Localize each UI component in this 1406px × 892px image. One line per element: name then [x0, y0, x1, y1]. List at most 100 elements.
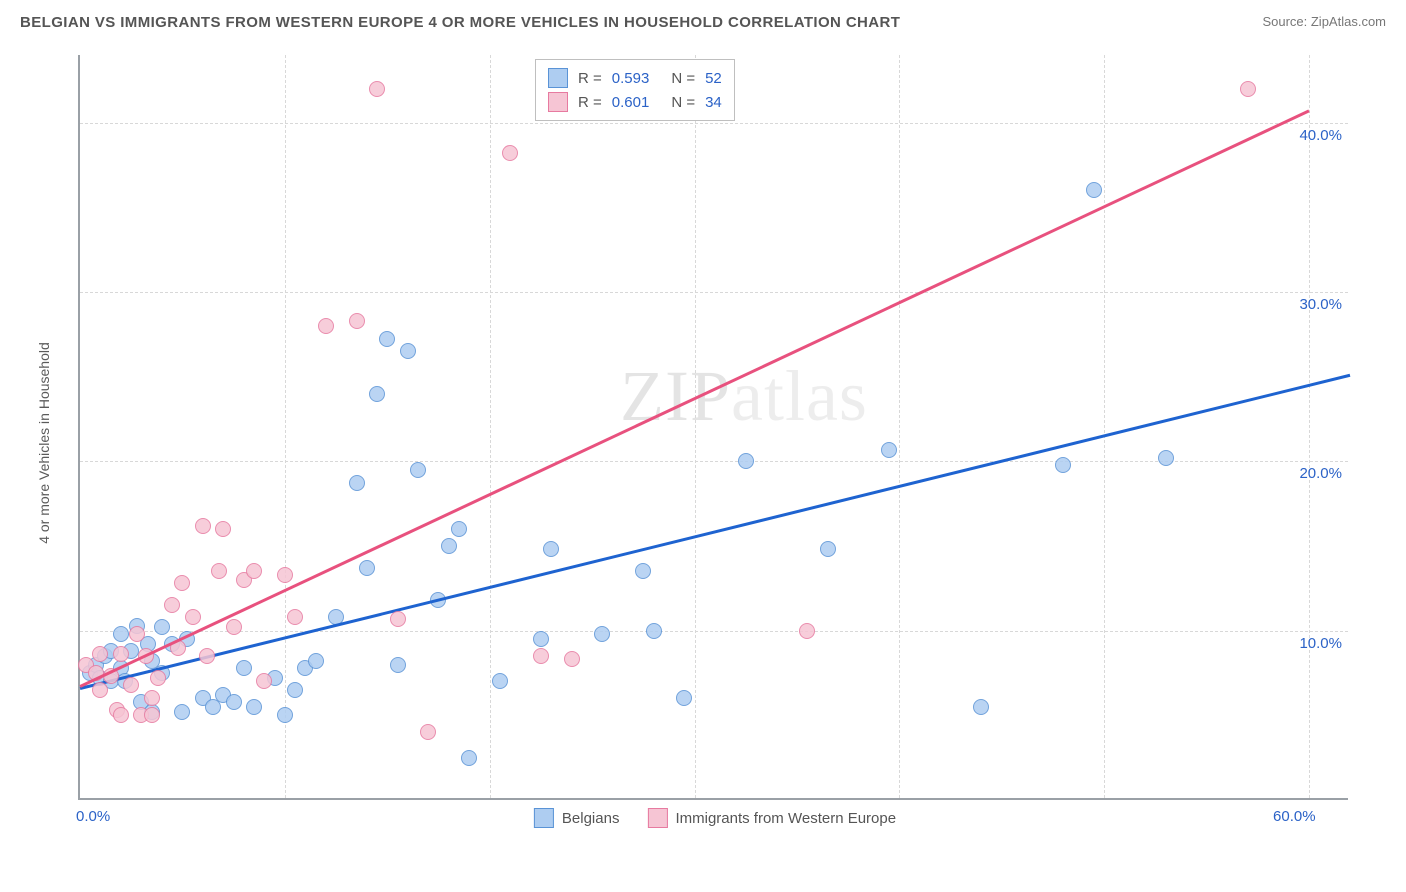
x-tick-label: 0.0% — [76, 808, 110, 825]
data-point — [256, 673, 272, 689]
gridline-vertical — [695, 55, 696, 798]
data-point — [420, 724, 436, 740]
legend: Belgians Immigrants from Western Europe — [534, 808, 896, 828]
data-point — [1158, 450, 1174, 466]
data-point — [349, 475, 365, 491]
y-tick-label: 10.0% — [1299, 635, 1342, 652]
gridline-vertical — [1104, 55, 1105, 798]
data-point — [277, 707, 293, 723]
stat-r-label: R = — [578, 70, 602, 87]
stat-n-label: N = — [671, 94, 695, 111]
data-point — [441, 538, 457, 554]
legend-item-immigrants: Immigrants from Western Europe — [647, 808, 896, 828]
y-tick-label: 40.0% — [1299, 127, 1342, 144]
data-point — [144, 707, 160, 723]
chart-title: BELGIAN VS IMMIGRANTS FROM WESTERN EUROP… — [20, 14, 900, 31]
scatter-plot: ZIPatlas 10.0%20.0%30.0%40.0%0.0%60.0%R … — [78, 55, 1348, 800]
data-point — [349, 313, 365, 329]
data-point — [1055, 457, 1071, 473]
data-point — [502, 145, 518, 161]
data-point — [369, 81, 385, 97]
legend-item-belgians: Belgians — [534, 808, 620, 828]
stats-row: R = 0.593N = 52 — [548, 66, 722, 90]
gridline-horizontal — [80, 292, 1348, 293]
data-point — [92, 646, 108, 662]
data-point — [174, 704, 190, 720]
data-point — [492, 673, 508, 689]
gridline-vertical — [1309, 55, 1310, 798]
y-tick-label: 30.0% — [1299, 296, 1342, 313]
data-point — [635, 563, 651, 579]
gridline-vertical — [899, 55, 900, 798]
data-point — [400, 343, 416, 359]
data-point — [799, 623, 815, 639]
data-point — [113, 626, 129, 642]
gridline-vertical — [285, 55, 286, 798]
data-point — [277, 567, 293, 583]
data-point — [92, 682, 108, 698]
stat-n-value: 52 — [705, 70, 722, 87]
y-axis-label: 4 or more Vehicles in Household — [36, 342, 52, 544]
stat-r-label: R = — [578, 94, 602, 111]
data-point — [246, 699, 262, 715]
stats-swatch-icon — [548, 92, 568, 112]
chart-header: BELGIAN VS IMMIGRANTS FROM WESTERN EUROP… — [0, 0, 1406, 48]
data-point — [390, 611, 406, 627]
stat-r-value: 0.601 — [612, 94, 650, 111]
data-point — [533, 631, 549, 647]
stat-n-label: N = — [671, 70, 695, 87]
data-point — [881, 442, 897, 458]
data-point — [113, 707, 129, 723]
chart-area: 4 or more Vehicles in Household ZIPatlas… — [50, 55, 1380, 830]
data-point — [226, 694, 242, 710]
data-point — [246, 563, 262, 579]
data-point — [410, 462, 426, 478]
chart-source: Source: ZipAtlas.com — [1262, 14, 1386, 29]
data-point — [287, 609, 303, 625]
data-point — [1086, 182, 1102, 198]
data-point — [154, 619, 170, 635]
legend-label: Immigrants from Western Europe — [675, 810, 896, 827]
data-point — [676, 690, 692, 706]
data-point — [318, 318, 334, 334]
watermark: ZIPatlas — [620, 355, 868, 438]
stat-n-value: 34 — [705, 94, 722, 111]
data-point — [226, 619, 242, 635]
data-point — [195, 518, 211, 534]
data-point — [174, 575, 190, 591]
data-point — [369, 386, 385, 402]
data-point — [211, 563, 227, 579]
data-point — [646, 623, 662, 639]
data-point — [594, 626, 610, 642]
data-point — [820, 541, 836, 557]
data-point — [287, 682, 303, 698]
data-point — [144, 690, 160, 706]
data-point — [390, 657, 406, 673]
data-point — [308, 653, 324, 669]
legend-swatch-icon — [534, 808, 554, 828]
data-point — [564, 651, 580, 667]
data-point — [199, 648, 215, 664]
gridline-horizontal — [80, 631, 1348, 632]
data-point — [215, 521, 231, 537]
stats-legend: R = 0.593N = 52R = 0.601N = 34 — [535, 59, 735, 121]
data-point — [185, 609, 201, 625]
trend-line — [80, 373, 1351, 689]
y-tick-label: 20.0% — [1299, 465, 1342, 482]
data-point — [129, 626, 145, 642]
stats-swatch-icon — [548, 68, 568, 88]
data-point — [359, 560, 375, 576]
data-point — [379, 331, 395, 347]
legend-swatch-icon — [647, 808, 667, 828]
gridline-horizontal — [80, 123, 1348, 124]
data-point — [150, 670, 166, 686]
data-point — [1240, 81, 1256, 97]
data-point — [543, 541, 559, 557]
x-tick-label: 60.0% — [1273, 808, 1316, 825]
data-point — [164, 597, 180, 613]
data-point — [533, 648, 549, 664]
data-point — [113, 646, 129, 662]
stats-row: R = 0.601 N = 34 — [548, 90, 722, 114]
gridline-vertical — [490, 55, 491, 798]
legend-label: Belgians — [562, 810, 620, 827]
